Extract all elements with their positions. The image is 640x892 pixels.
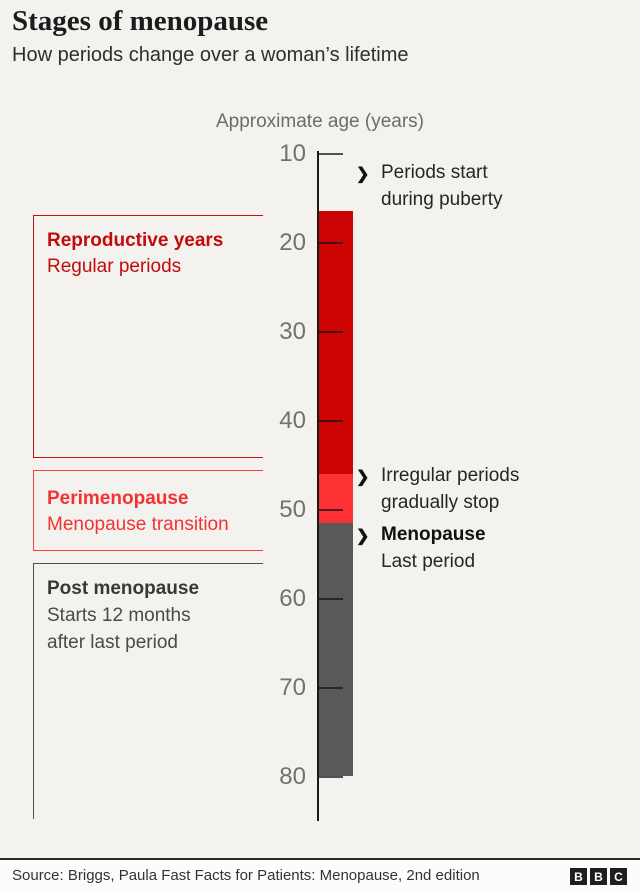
annotation-irregular-periods: ❯ Irregular periods gradually stop xyxy=(356,462,616,516)
annotation-arrow-icon: ❯ xyxy=(356,527,370,545)
stage-label: Reproductive years xyxy=(47,230,224,251)
bbc-logo-letter: B xyxy=(590,868,607,885)
axis-tick xyxy=(318,241,343,244)
bbc-logo-letter: B xyxy=(570,868,587,885)
axis-tick xyxy=(318,508,343,511)
stage-label: Post menopause xyxy=(47,578,200,599)
stage-box-reproductive-years: Reproductive years Regular periods xyxy=(33,215,263,458)
axis-tick-label: 10 xyxy=(279,139,306,167)
annotation-line: Menopause xyxy=(381,523,486,545)
axis-tick xyxy=(318,597,343,600)
axis-tick-label: 40 xyxy=(279,406,306,434)
axis-tick xyxy=(318,419,343,422)
footer: Source: Briggs, Paula Fast Facts for Pat… xyxy=(0,858,640,892)
axis-tick xyxy=(318,152,343,155)
annotation-line: Last period xyxy=(381,550,476,572)
axis-tick-label: 70 xyxy=(279,673,306,701)
axis-tick-label: 80 xyxy=(279,762,306,790)
bbc-logo: B B C xyxy=(570,868,627,885)
annotation-text: Menopause Last period xyxy=(381,521,616,575)
annotation-arrow-icon: ❯ xyxy=(356,468,370,486)
annotation-text: Periods start during puberty xyxy=(381,159,616,213)
bar-segment-reproductive-years xyxy=(319,211,353,474)
annotation-line: Irregular periods xyxy=(381,464,520,486)
stage-box-perimenopause: Perimenopause Menopause transition xyxy=(33,470,263,551)
axis-tick-label: 60 xyxy=(279,584,306,612)
annotation-line: Periods start xyxy=(381,162,488,184)
source-text: Source: Briggs, Paula Fast Facts for Pat… xyxy=(12,867,480,884)
annotation-text: Irregular periods gradually stop xyxy=(381,462,616,516)
axis-tick xyxy=(318,775,343,778)
bar-segment-post-menopause xyxy=(319,522,353,777)
bar-segment-perimenopause xyxy=(319,473,353,523)
axis-title: Approximate age (years) xyxy=(215,111,425,132)
stage-sublabel: Regular periods xyxy=(47,256,182,277)
axis-tick-label: 30 xyxy=(279,317,306,345)
stage-label: Perimenopause xyxy=(47,488,189,509)
annotation-menopause: ❯ Menopause Last period xyxy=(356,521,616,575)
annotation-line: gradually stop xyxy=(381,491,500,513)
annotation-arrow-icon: ❯ xyxy=(356,166,370,184)
page-title: Stages of menopause xyxy=(12,5,269,37)
axis-line xyxy=(317,151,319,821)
page-subtitle: How periods change over a woman’s lifeti… xyxy=(12,44,409,66)
axis-tick xyxy=(318,686,343,689)
stage-sublabel: Starts 12 months after last period xyxy=(47,605,191,653)
stage-box-post-menopause: Post menopause Starts 12 months after la… xyxy=(33,563,263,819)
bbc-logo-letter: C xyxy=(610,868,627,885)
stage-sublabel: Menopause transition xyxy=(47,514,229,535)
annotation-line: during puberty xyxy=(381,189,503,211)
annotation-periods-start: ❯ Periods start during puberty xyxy=(356,159,616,213)
axis-tick xyxy=(318,330,343,333)
axis-tick-label: 50 xyxy=(279,495,306,523)
axis-tick-label: 20 xyxy=(279,228,306,256)
